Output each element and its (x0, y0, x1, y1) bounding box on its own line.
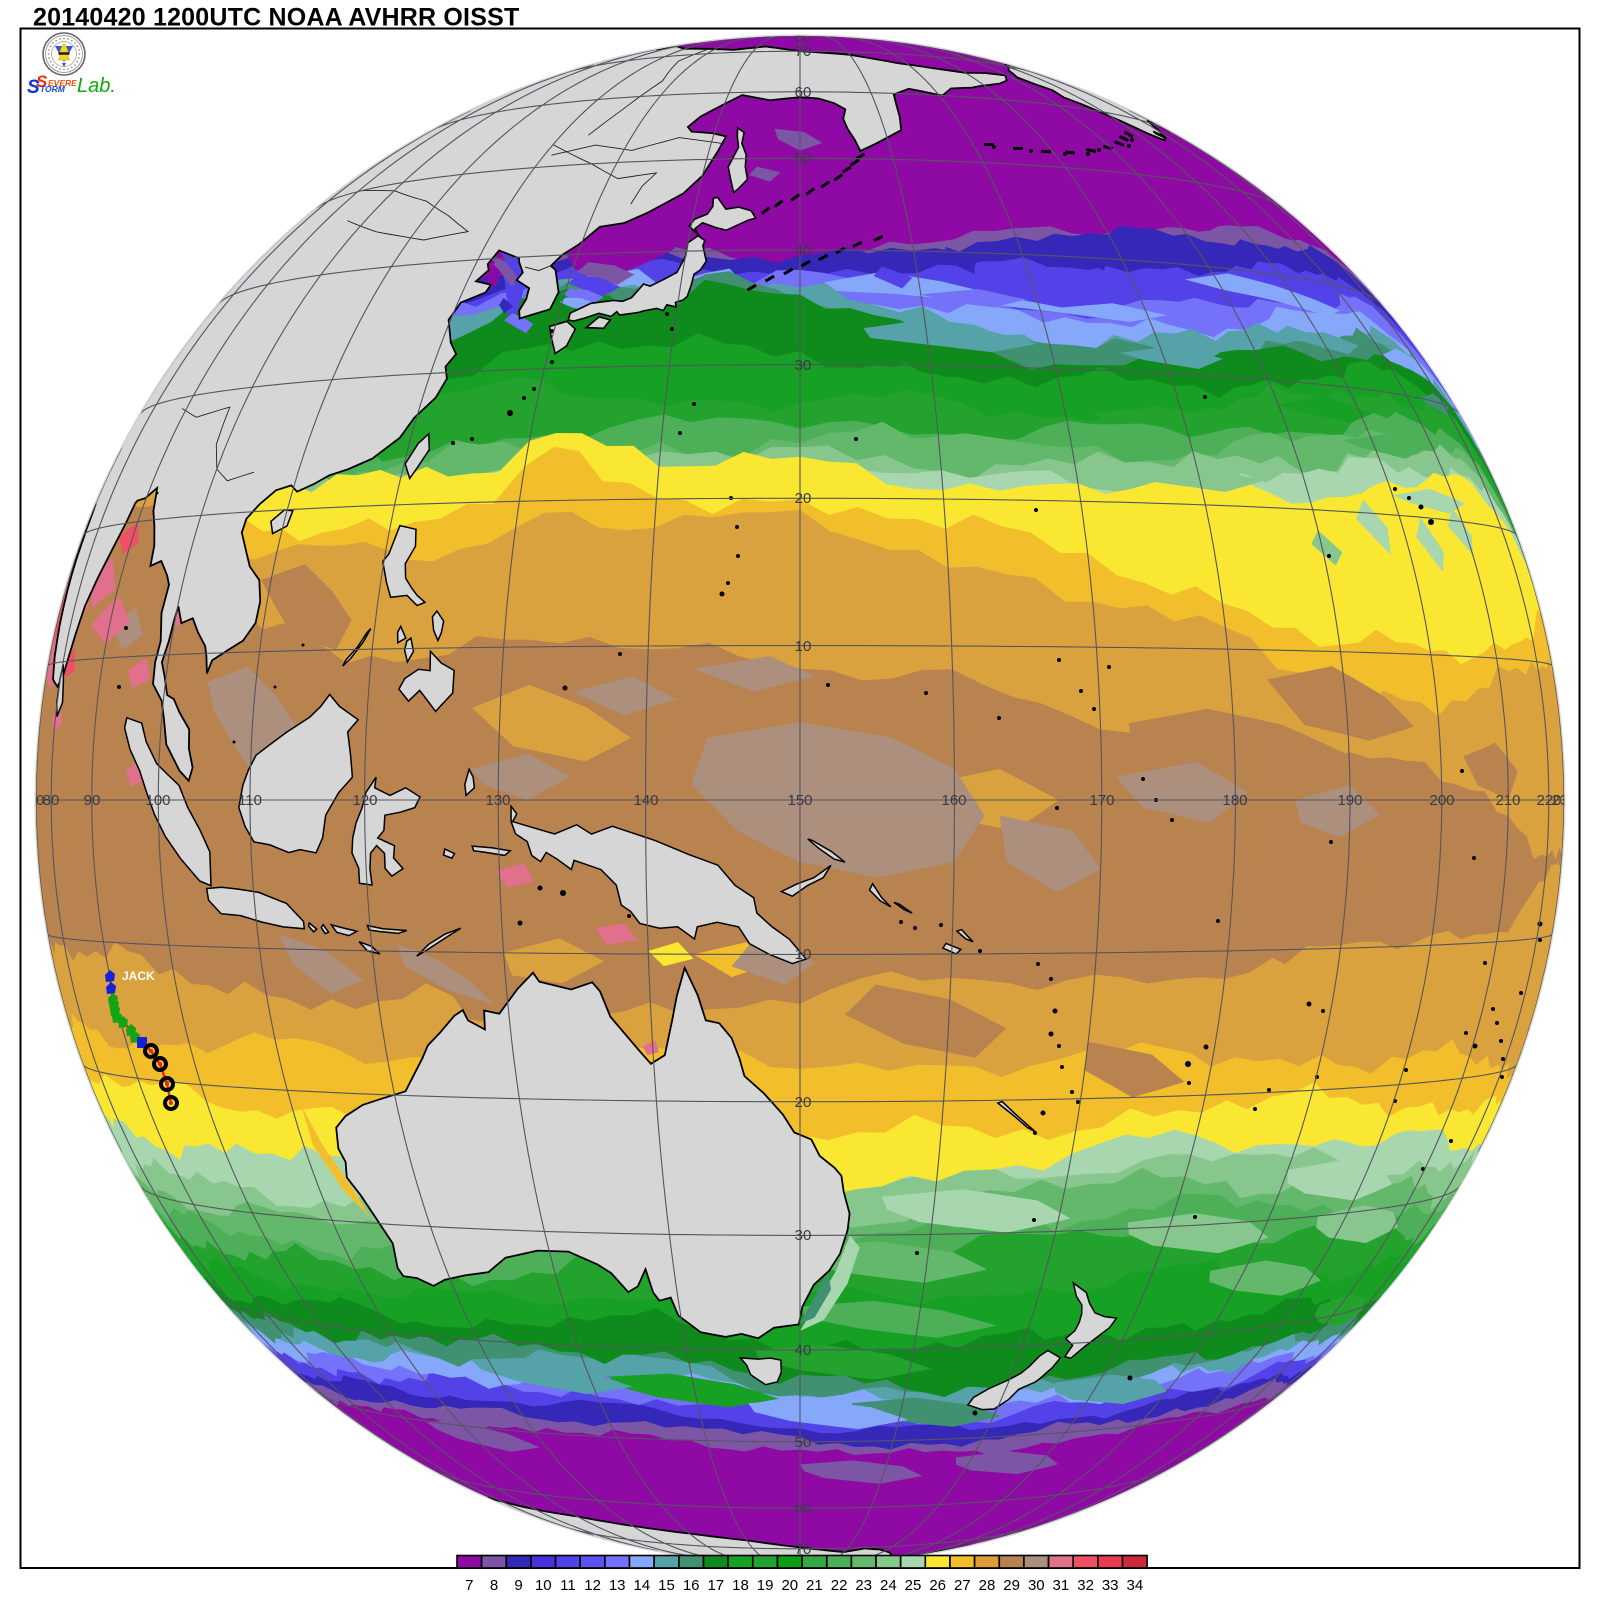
svg-text:25: 25 (905, 1577, 922, 1594)
svg-text:140: 140 (633, 792, 658, 809)
svg-text:230: 230 (1551, 792, 1576, 809)
svg-text:50: 50 (795, 1434, 812, 1451)
svg-text:Lab.: Lab. (77, 75, 116, 97)
svg-text:17: 17 (707, 1577, 724, 1594)
svg-text:70: 70 (795, 43, 812, 60)
svg-text:20: 20 (795, 490, 812, 507)
svg-text:32: 32 (1077, 1577, 1094, 1594)
svg-text:23: 23 (855, 1577, 872, 1594)
svg-text:80: 80 (43, 792, 60, 809)
svg-text:50: 50 (795, 150, 812, 167)
svg-text:34: 34 (1127, 1577, 1144, 1594)
svg-text:60: 60 (795, 1500, 812, 1517)
svg-text:90: 90 (84, 792, 101, 809)
svg-text:7: 7 (465, 1577, 473, 1594)
svg-text:210: 210 (1495, 792, 1520, 809)
svg-text:18: 18 (732, 1577, 749, 1594)
svg-text:19: 19 (757, 1577, 774, 1594)
svg-text:20: 20 (781, 1577, 798, 1594)
svg-text:150: 150 (787, 792, 812, 809)
svg-text:100: 100 (145, 792, 170, 809)
svg-text:14: 14 (634, 1577, 651, 1594)
svg-text:24: 24 (880, 1577, 897, 1594)
svg-text:22: 22 (831, 1577, 848, 1594)
svg-text:80: 80 (795, 28, 812, 45)
svg-text:130: 130 (485, 792, 510, 809)
svg-text:15: 15 (658, 1577, 675, 1594)
svg-text:S: S (27, 77, 40, 98)
svg-text:EVERE: EVERE (48, 78, 77, 88)
svg-text:20: 20 (795, 1094, 812, 1111)
svg-text:160: 160 (941, 792, 966, 809)
svg-text:TORM: TORM (40, 84, 66, 94)
svg-text:20140420 1200UTC NOAA AVHRR OI: 20140420 1200UTC NOAA AVHRR OISST (33, 4, 519, 32)
svg-text:13: 13 (609, 1577, 626, 1594)
svg-text:10: 10 (795, 638, 812, 655)
svg-text:10: 10 (795, 946, 812, 963)
svg-text:60: 60 (795, 84, 812, 101)
svg-text:12: 12 (584, 1577, 601, 1594)
svg-text:110: 110 (238, 792, 262, 809)
svg-text:200: 200 (1429, 792, 1454, 809)
svg-text:21: 21 (806, 1577, 823, 1594)
svg-text:40: 40 (795, 242, 812, 259)
svg-text:16: 16 (683, 1577, 700, 1594)
svg-text:30: 30 (795, 357, 812, 374)
svg-text:31: 31 (1053, 1577, 1070, 1594)
svg-text:26: 26 (929, 1577, 946, 1594)
svg-text:40: 40 (795, 1342, 812, 1359)
svg-text:9: 9 (514, 1577, 522, 1594)
svg-text:220: 220 (1536, 792, 1561, 809)
svg-text:8: 8 (490, 1577, 498, 1594)
svg-text:S: S (36, 72, 48, 91)
svg-text:29: 29 (1003, 1577, 1020, 1594)
svg-text:30: 30 (795, 1227, 812, 1244)
svg-text:11: 11 (560, 1577, 576, 1594)
svg-text:120: 120 (352, 792, 377, 809)
svg-text:70: 70 (28, 792, 45, 809)
svg-text:190: 190 (1337, 792, 1362, 809)
svg-text:180: 180 (1222, 792, 1247, 809)
svg-text:10: 10 (535, 1577, 552, 1594)
svg-text:170: 170 (1089, 792, 1114, 809)
svg-text:70: 70 (795, 1541, 812, 1558)
svg-text:33: 33 (1102, 1577, 1119, 1594)
svg-text:30: 30 (1028, 1577, 1045, 1594)
svg-text:JACK: JACK (122, 969, 155, 983)
svg-text:27: 27 (954, 1577, 971, 1594)
svg-text:28: 28 (979, 1577, 996, 1594)
